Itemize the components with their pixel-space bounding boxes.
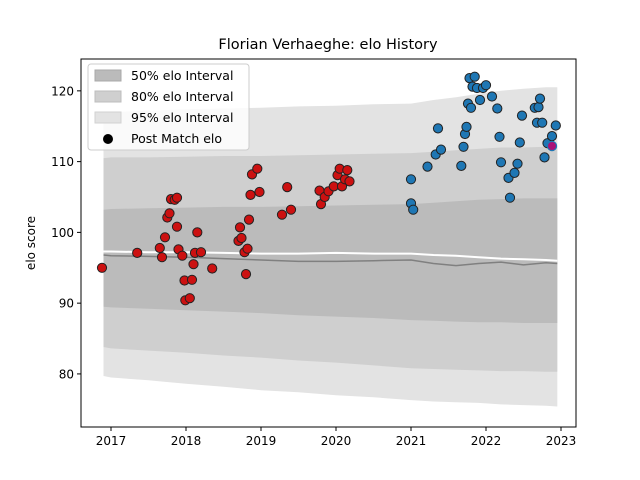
- mean-elo-line: [103, 254, 558, 267]
- post-match-point-35: [285, 204, 297, 215]
- post-match-point-recent-28: [514, 137, 525, 148]
- post-match-point-6: [164, 208, 175, 219]
- post-match-point-recent-33: [534, 93, 546, 104]
- post-match-point-27: [242, 243, 253, 254]
- post-match-point-latest: [546, 140, 558, 152]
- post-match-point-24: [236, 232, 247, 244]
- post-match-point-28: [243, 214, 255, 225]
- post-match-point-recent-32: [533, 102, 544, 113]
- post-match-point-recent-0: [405, 174, 417, 185]
- post-match-point-4: [159, 232, 171, 243]
- post-match-point-recent-37: [546, 131, 558, 142]
- x-tick-label-6: 2023: [546, 434, 577, 448]
- axes: 2017 2018 2019 2020 2021 2022 2023 80 90 100 110 12…: [51, 58, 577, 448]
- post-match-point-recent-3: [422, 161, 433, 172]
- post-match-point-46: [344, 176, 355, 187]
- post-match-point-recent-2: [408, 204, 419, 215]
- post-match-point-recent-22: [494, 131, 505, 142]
- post-match-point-recent-26: [509, 167, 520, 178]
- legend: 50% elo Interval 80% elo Interval 95% el…: [87, 63, 250, 151]
- x-tick-label-0: 2017: [96, 434, 127, 448]
- y-tick-label-1: 90: [59, 297, 74, 311]
- post-match-point-recent-19: [480, 80, 492, 91]
- post-match-point-34: [282, 182, 293, 193]
- post-match-point-19: [192, 227, 203, 238]
- post-match-point-10: [171, 221, 183, 232]
- y-tick-label-2: 100: [51, 226, 74, 240]
- post-match-point-23: [234, 222, 246, 233]
- post-match-point-recent-21: [492, 103, 503, 114]
- legend-swatch-80: [94, 90, 122, 103]
- legend-label-50: 50% elo Interval: [131, 68, 233, 83]
- axes-frame: [80, 58, 577, 428]
- post-match-point-9: [171, 192, 183, 203]
- post-match-point-recent-23: [495, 157, 507, 168]
- post-match-point-32: [254, 186, 265, 198]
- post-match-point-recent-8: [458, 141, 469, 152]
- post-match-point-17: [188, 259, 199, 270]
- post-match-point-31: [252, 163, 263, 174]
- post-match-point-33: [276, 209, 288, 220]
- post-match-point-16: [186, 274, 198, 285]
- post-match-point-recent-17: [474, 94, 486, 106]
- post-match-point-12: [177, 250, 188, 261]
- post-match-point-21: [207, 263, 218, 274]
- y-axis-label: elo score: [24, 216, 38, 270]
- post-match-point-recent-38: [550, 120, 561, 131]
- legend-label-95: 95% elo Interval: [131, 110, 233, 125]
- post-match-point-recent-25: [504, 192, 516, 203]
- y-tick-label-3: 110: [51, 155, 74, 169]
- legend-marker-post-match: [103, 134, 113, 144]
- x-tick-label-1: 2018: [171, 434, 202, 448]
- post-match-point-recent-13: [465, 102, 477, 113]
- post-match-point-recent-15: [469, 71, 480, 82]
- x-tick-label-2: 2019: [246, 434, 277, 448]
- post-match-point-recent-6: [435, 144, 447, 155]
- median-elo-line: [103, 250, 558, 262]
- post-match-point-recent-20: [486, 91, 498, 102]
- post-match-point-3: [156, 252, 168, 263]
- post-match-point-recent-10: [461, 121, 472, 133]
- chart-title: Florian Verhaeghe: elo History: [218, 37, 438, 53]
- post-match-point-29: [245, 189, 256, 200]
- post-match-point-recent-27: [512, 158, 523, 169]
- post-match-point-recent-5: [432, 123, 444, 134]
- post-match-point-recent-35: [539, 152, 550, 163]
- post-match-point-recent-34: [537, 117, 548, 128]
- post-match-point-0: [96, 262, 108, 273]
- y-tick-label-0: 80: [59, 367, 74, 381]
- legend-label-80: 80% elo Interval: [131, 89, 233, 104]
- plot-area: [96, 71, 561, 407]
- post-match-point-20: [195, 247, 207, 258]
- legend-swatch-50: [94, 69, 122, 82]
- y-tick-label-4: 120: [51, 84, 74, 98]
- legend-label-post-match: Post Match elo: [131, 131, 222, 146]
- post-match-point-recent-7: [456, 160, 467, 171]
- post-match-point-45: [342, 165, 353, 176]
- legend-swatch-95: [94, 111, 122, 124]
- x-tick-label-5: 2022: [471, 434, 502, 448]
- post-match-point-1: [132, 247, 143, 258]
- post-match-point-2: [154, 242, 165, 254]
- x-tick-label-3: 2020: [321, 434, 352, 448]
- post-match-point-15: [184, 293, 195, 304]
- post-match-point-recent-29: [516, 110, 528, 121]
- x-tick-label-4: 2021: [396, 434, 427, 448]
- post-match-point-26: [240, 269, 252, 280]
- legend-frame: [87, 63, 250, 151]
